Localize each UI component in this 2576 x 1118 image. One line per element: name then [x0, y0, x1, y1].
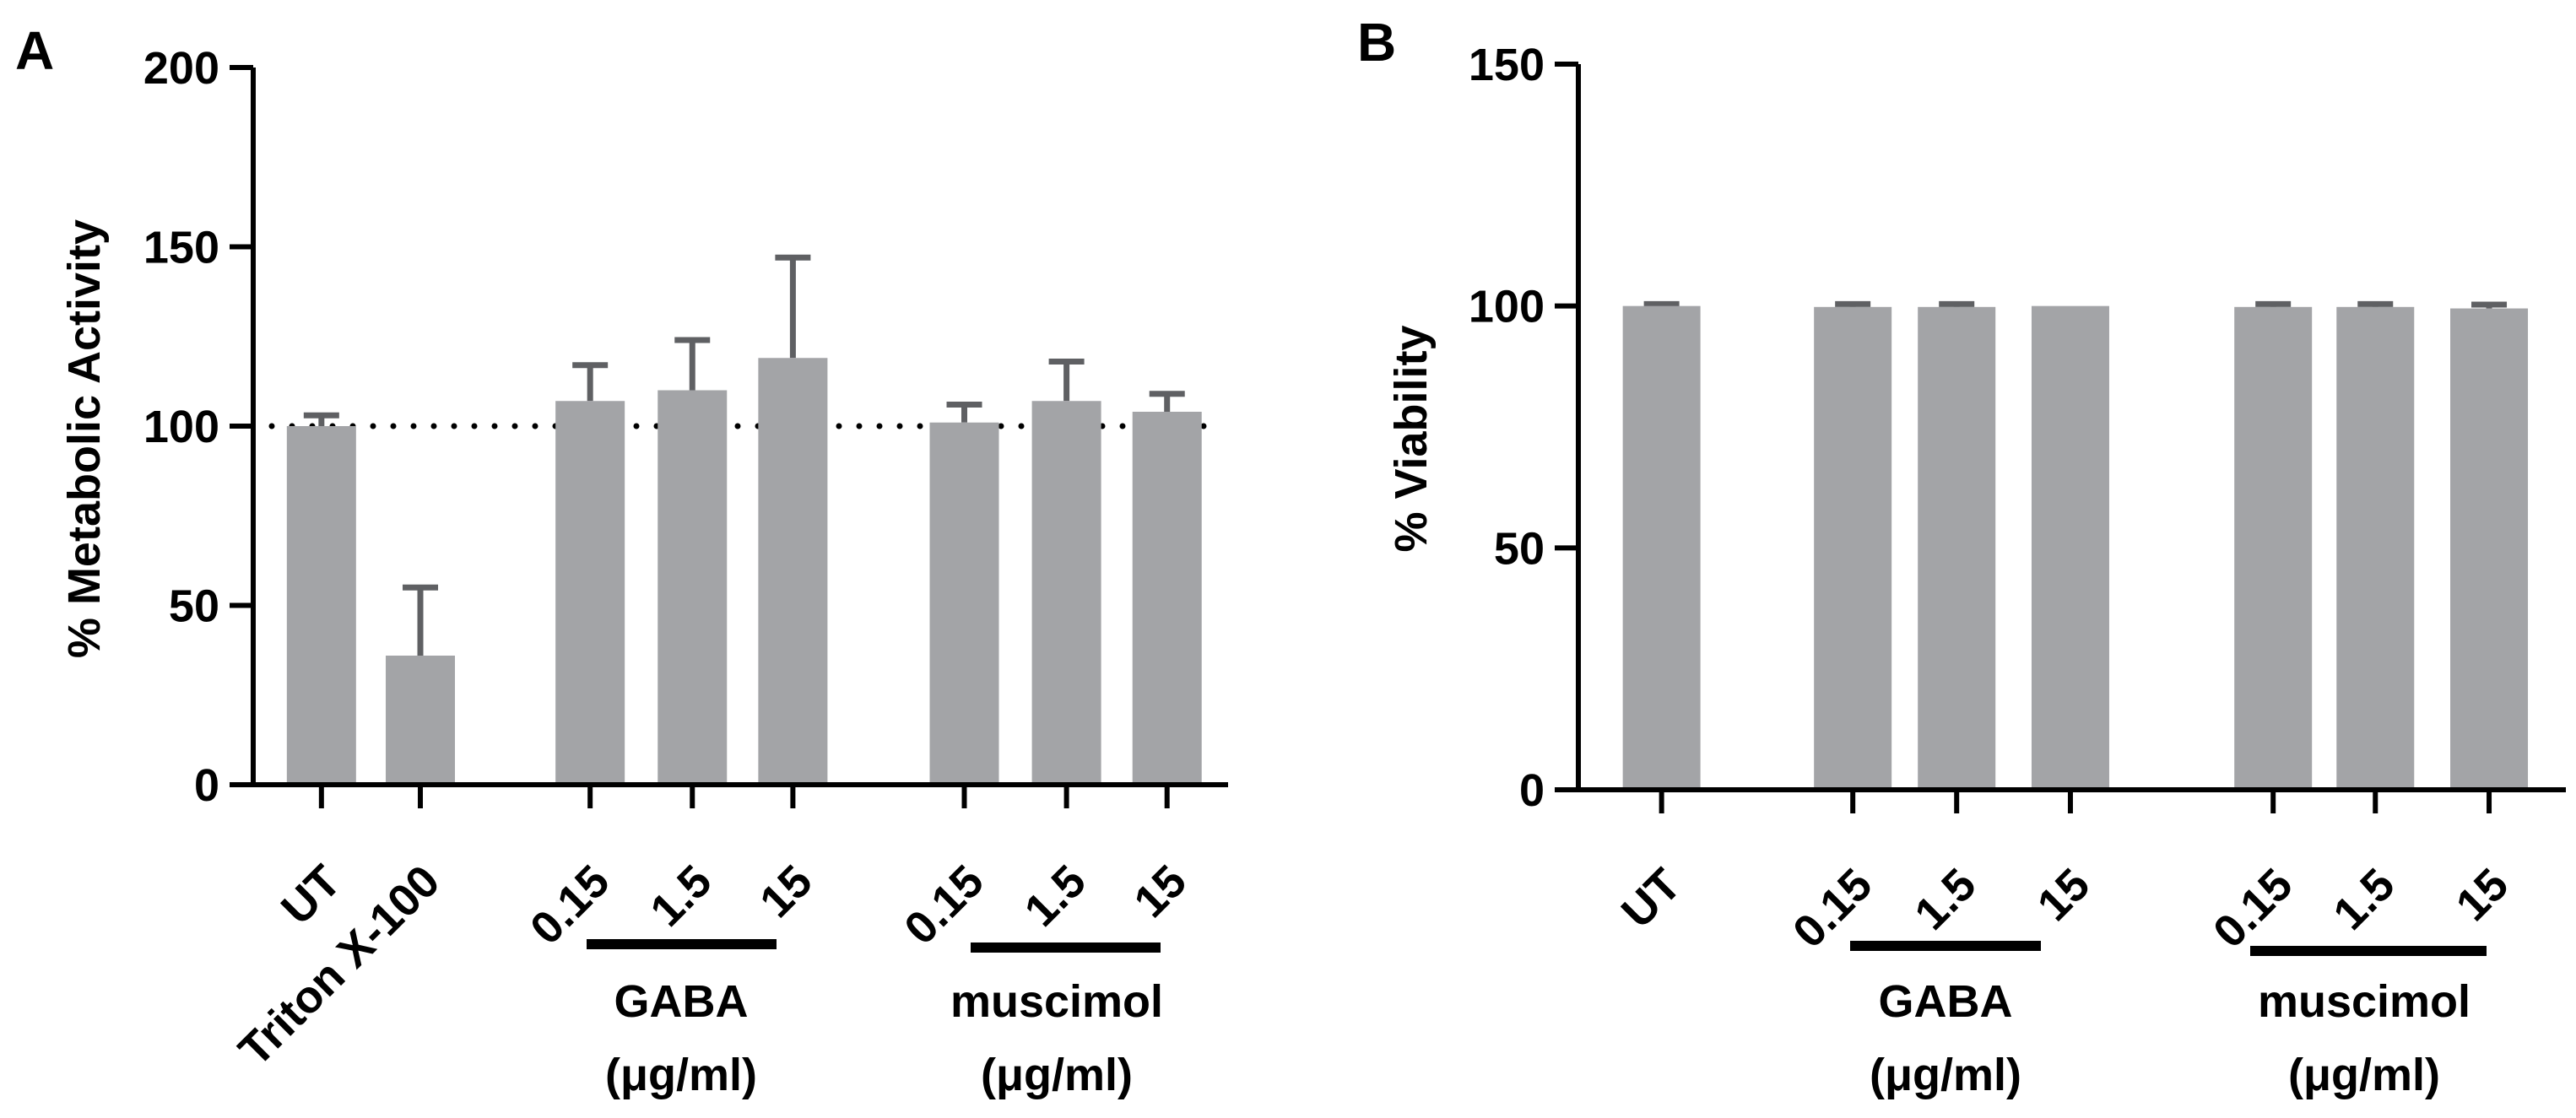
x-tick-label: 15 [2447, 859, 2519, 931]
x-ticks-b: UT 0.15 1.5 15 0.15 1.5 15 [1612, 790, 2519, 958]
y-tick-label: 0 [1519, 765, 1545, 816]
y-tick-label: 200 [143, 43, 219, 94]
group-labels-b: GABA (μg/ml) muscimol (μg/ml) [1850, 941, 2487, 1100]
y-axis-label-a: % Metabolic Activity [59, 219, 110, 658]
y-tick-label: 150 [143, 223, 219, 273]
bars-b [1622, 300, 2529, 791]
panel-label-b: B [1357, 12, 1396, 73]
y-ticks-b: 0 50 100 150 [1469, 40, 1578, 816]
bar-0-15 [2234, 306, 2313, 790]
y-tick-label: 50 [1494, 523, 1545, 574]
bar-1-5 [1031, 401, 1101, 785]
x-tick-label: 1.5 [641, 856, 722, 937]
bar-1-5 [658, 390, 728, 785]
group-labels-a: GABA (μg/ml) muscimol (μg/ml) [587, 939, 1163, 1100]
muscimol-label-a: muscimol [950, 976, 1163, 1027]
x-tick-label: 1.5 [1905, 859, 1986, 940]
gaba-label-b: GABA [1879, 976, 2013, 1027]
x-tick-label: 15 [1124, 856, 1196, 927]
y-tick-label: 50 [169, 581, 219, 632]
y-ticks-a: 0 50 100 150 200 [143, 43, 253, 811]
y-tick-label: 100 [143, 402, 219, 452]
x-tick-label: UT [272, 856, 350, 934]
bar-ut [286, 426, 356, 785]
x-tick-label: UT [1612, 859, 1691, 937]
muscimol-unit-b: (μg/ml) [2288, 1050, 2440, 1100]
y-tick-label: 0 [194, 760, 219, 811]
bars-a [286, 254, 1202, 785]
y-tick-label: 100 [1469, 282, 1545, 332]
bar-15 [2031, 305, 2109, 791]
y-axis-label-b: % Viability [1386, 325, 1437, 552]
x-tick-label: 15 [2028, 859, 2100, 931]
gaba-unit-b: (μg/ml) [1870, 1050, 2021, 1100]
bar-triton-x-100 [386, 656, 456, 785]
bar-15 [1132, 412, 1202, 785]
muscimol-label-b: muscimol [2258, 976, 2470, 1027]
bar-1-5 [1918, 306, 1996, 790]
gaba-label-a: GABA [614, 976, 749, 1027]
bar-15 [758, 358, 828, 785]
panel-label-a: A [15, 20, 54, 81]
bar-0-15 [929, 422, 999, 785]
x-tick-label: 1.5 [2324, 859, 2405, 940]
x-tick-label: 15 [750, 856, 822, 927]
x-tick-label: 0.15 [895, 856, 993, 954]
x-tick-label: 1.5 [1015, 856, 1096, 937]
bar-ut [1622, 305, 1701, 791]
bar-0-15 [1814, 306, 1892, 790]
gaba-unit-a: (μg/ml) [605, 1050, 757, 1100]
x-tick-label: 0.15 [2204, 859, 2303, 958]
bar-1-5 [2336, 306, 2415, 790]
bar-0-15 [555, 401, 625, 785]
y-tick-label: 150 [1469, 40, 1545, 90]
muscimol-unit-a: (μg/ml) [981, 1050, 1133, 1100]
bar-15 [2450, 308, 2529, 790]
